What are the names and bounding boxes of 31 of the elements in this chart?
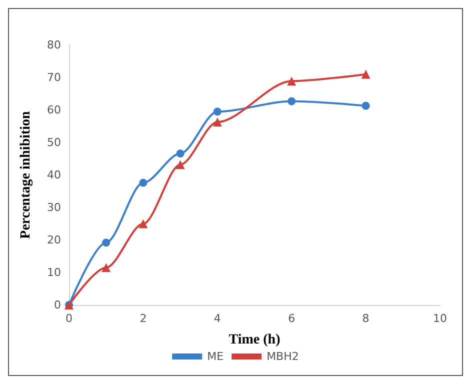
y-tick-label: 70 (47, 71, 61, 84)
legend-label: ME (207, 350, 224, 363)
point (102, 238, 110, 247)
point (213, 108, 222, 116)
x-tick-label: 0 (66, 312, 72, 325)
y-tick-label: 30 (47, 201, 61, 214)
point (102, 263, 111, 272)
y-tick-label: 0 (54, 298, 61, 312)
point (362, 102, 370, 110)
y-tick-label: 20 (47, 234, 61, 246)
point (139, 178, 148, 187)
point (361, 70, 370, 79)
point (176, 160, 185, 170)
x-axis-title: Time (h) (228, 332, 281, 348)
point (212, 118, 222, 127)
y-tick-label: 80 (47, 38, 61, 52)
y-axis-title: Percentage inhibition (18, 110, 34, 239)
x-tick-label: 8 (362, 312, 370, 325)
y-tick-label: 50 (47, 136, 61, 149)
point (138, 219, 148, 228)
point (176, 150, 184, 158)
x-tick-label: 6 (288, 312, 296, 325)
y-tick-label: 60 (47, 104, 61, 116)
legend-label: MBH2 (266, 350, 299, 363)
x-tick-label: 2 (140, 312, 147, 325)
point (287, 76, 296, 86)
x-tick-label: 10 (433, 312, 447, 325)
x-tick-label: 4 (214, 312, 221, 325)
y-tick-label: 40 (47, 168, 61, 182)
y-tick-label: 10 (47, 266, 61, 279)
point (288, 97, 296, 106)
